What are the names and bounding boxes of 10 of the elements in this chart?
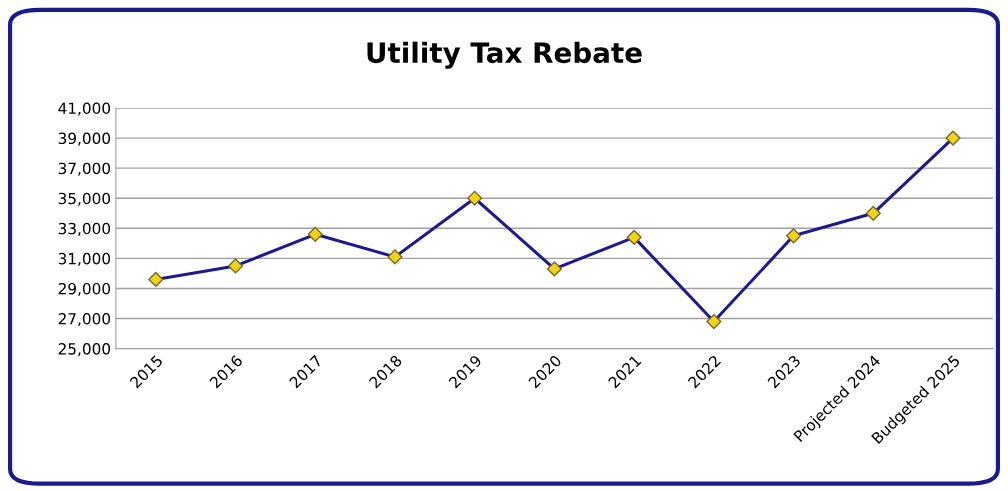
y-tick-label: 35,000 bbox=[58, 192, 111, 206]
y-tick-label: 27,000 bbox=[58, 313, 111, 327]
y-tick-label: 31,000 bbox=[58, 252, 111, 266]
y-tick-label: 39,000 bbox=[58, 132, 111, 146]
y-tick-label: 33,000 bbox=[58, 222, 111, 236]
y-tick-label: 41,000 bbox=[58, 102, 111, 116]
chart-title: Utility Tax Rebate bbox=[367, 41, 642, 69]
y-tick-label: 25,000 bbox=[58, 343, 111, 357]
y-tick-label: 37,000 bbox=[58, 162, 111, 176]
y-tick-label: 29,000 bbox=[58, 282, 111, 297]
